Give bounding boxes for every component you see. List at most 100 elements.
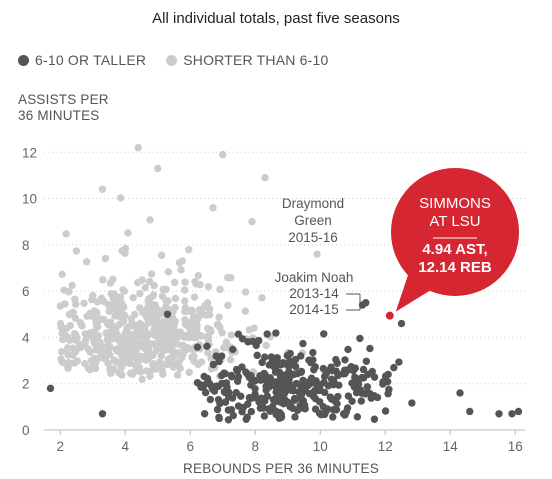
annotation-draymond-line: Green <box>294 213 332 228</box>
point-tall <box>276 389 284 397</box>
point-short <box>141 324 149 332</box>
point-short <box>63 347 71 355</box>
point-short <box>121 311 129 320</box>
point-tall <box>269 362 277 370</box>
point-tall <box>224 416 233 424</box>
point-short <box>219 150 227 159</box>
point-tall <box>320 410 329 419</box>
point-short <box>175 358 183 367</box>
legend-label-short: SHORTER THAN 6-10 <box>183 52 329 68</box>
point-short <box>145 353 153 362</box>
point-tall <box>368 367 376 376</box>
point-short <box>105 307 113 316</box>
point-tall <box>265 383 274 391</box>
point-short <box>261 174 269 182</box>
point-tall <box>267 353 275 361</box>
point-tall <box>206 395 215 404</box>
point-tall <box>247 371 255 380</box>
chart-title: All individual totals, past five seasons <box>152 10 400 27</box>
point-short <box>184 333 193 342</box>
point-short <box>181 278 189 286</box>
point-short <box>158 292 167 300</box>
point-short <box>168 347 177 355</box>
point-tall <box>258 358 266 367</box>
point-tall <box>285 386 293 394</box>
point-short <box>71 334 79 342</box>
y-tick-12: 12 <box>22 145 37 160</box>
point-tall <box>328 367 337 375</box>
point-tall <box>199 383 207 392</box>
point-short <box>202 302 211 310</box>
point-short <box>136 289 144 298</box>
point-short <box>124 229 132 237</box>
point-short <box>185 246 193 254</box>
point-short <box>136 319 144 328</box>
point-tall <box>221 370 229 378</box>
point-short <box>126 352 135 360</box>
point-short <box>169 363 178 371</box>
point-short <box>97 294 106 302</box>
point-short <box>115 320 124 328</box>
points-shorter-than-6-10 <box>56 143 321 384</box>
point-tall <box>276 398 285 406</box>
y-tick-2: 2 <box>22 377 30 392</box>
point-short <box>168 319 176 327</box>
point-tall <box>353 413 362 421</box>
point-short <box>169 328 178 336</box>
point-short <box>149 291 158 299</box>
point-short <box>76 343 85 352</box>
point-short <box>138 276 146 284</box>
annotation-noah-line: Joakim Noah <box>275 270 354 285</box>
point-tall <box>359 374 368 382</box>
point-short <box>82 258 91 266</box>
point-short <box>86 348 94 356</box>
point-short <box>153 361 161 370</box>
point-tall <box>271 368 280 376</box>
point-tall <box>339 410 348 418</box>
point-short <box>147 270 156 278</box>
point-tall <box>163 310 172 318</box>
point-tall <box>297 352 305 360</box>
callout-text-line-4: 12.14 REB <box>418 259 492 276</box>
point-short <box>103 319 111 327</box>
point-short <box>188 308 197 316</box>
point-tall <box>384 390 392 398</box>
point-short <box>115 299 124 308</box>
point-short <box>90 328 99 337</box>
point-short <box>117 361 125 370</box>
point-tall <box>304 378 312 386</box>
points-6-10-or-taller <box>46 299 523 424</box>
point-short <box>172 340 181 348</box>
point-short <box>262 341 270 350</box>
point-tall <box>334 371 342 380</box>
point-tall <box>243 413 251 421</box>
point-short <box>162 285 170 294</box>
point-short <box>134 143 142 152</box>
x-tick-2: 2 <box>56 439 64 454</box>
point-short <box>66 321 75 330</box>
point-tall <box>228 373 236 381</box>
point-tall <box>229 411 237 420</box>
point-short <box>216 285 224 294</box>
point-tall <box>242 368 250 376</box>
point-tall <box>508 410 516 418</box>
point-short <box>141 283 149 292</box>
point-tall <box>218 352 226 360</box>
point-short <box>190 352 198 361</box>
point-short <box>258 294 266 302</box>
point-tall <box>221 388 229 397</box>
point-tall <box>288 371 296 379</box>
point-tall <box>408 399 416 407</box>
callout-pointer <box>395 272 431 312</box>
point-short <box>185 368 193 377</box>
point-short <box>158 366 166 375</box>
point-tall <box>395 358 403 366</box>
point-tall <box>238 363 246 371</box>
point-short <box>121 244 130 253</box>
point-tall <box>363 383 372 391</box>
point-short <box>62 333 71 341</box>
point-tall <box>288 404 297 412</box>
point-short <box>143 314 152 322</box>
point-tall <box>272 329 280 337</box>
